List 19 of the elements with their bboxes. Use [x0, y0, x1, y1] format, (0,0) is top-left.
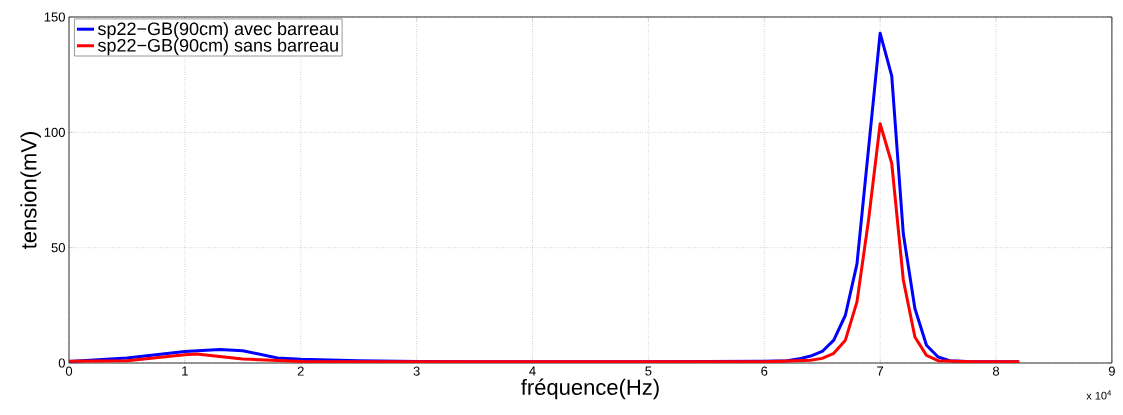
x-tick-label: 6 [761, 366, 768, 376]
x-tick-label: 5 [645, 366, 652, 376]
x-tick-label: 4 [529, 366, 536, 376]
x-axis-title: fréquence(Hz) [521, 378, 659, 400]
x-tick-label: 9 [1108, 366, 1115, 376]
y-tick-label: 100 [44, 127, 65, 137]
y-tick-label: 50 [51, 243, 65, 253]
y-tick-label: 0 [58, 358, 65, 368]
text: x 10$^{4}$ [1086, 390, 1112, 400]
y-axis-title: tension(mV) [20, 132, 41, 249]
y-tick-label: 150 [44, 12, 65, 22]
x-tick-label: 1 [182, 366, 188, 376]
x-tick-label: 2 [297, 366, 304, 376]
legend-label: sp22−GB(90cm) avec barreau [98, 21, 338, 39]
x-tick-label: 0 [65, 366, 73, 376]
legend-label: sp22−GB(90cm) sans barreau [98, 38, 338, 56]
x-tick-label: 3 [413, 366, 420, 376]
x-tick-label: 7 [877, 366, 884, 376]
x-tick-label: 8 [992, 366, 1000, 376]
